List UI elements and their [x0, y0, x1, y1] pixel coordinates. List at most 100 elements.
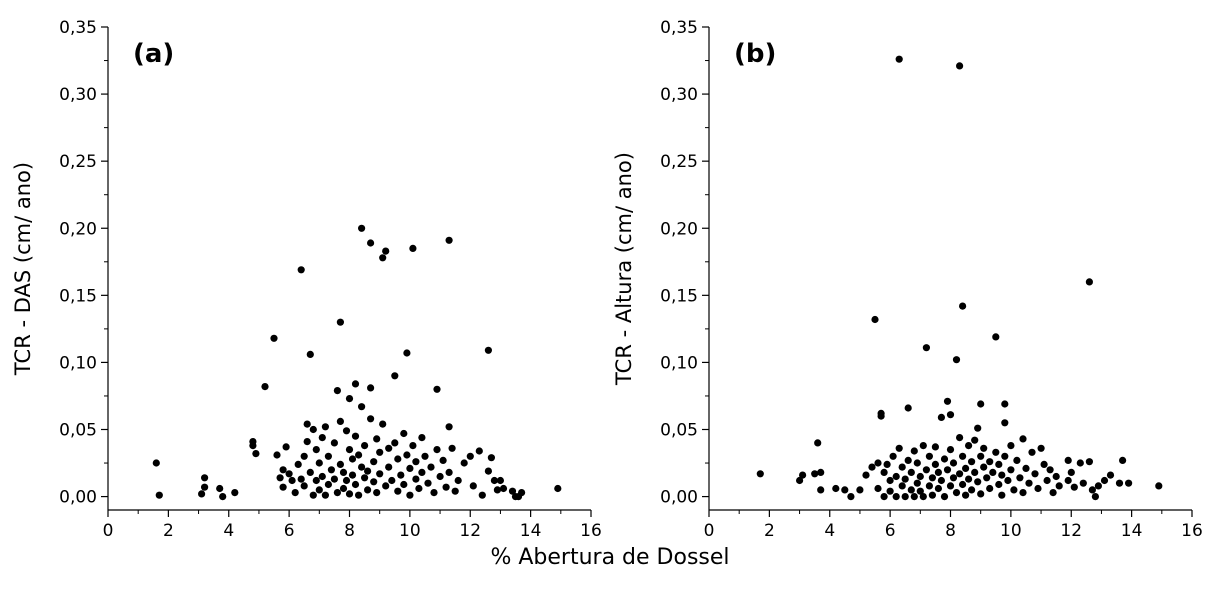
data-point	[351, 380, 360, 388]
data-point	[300, 452, 308, 460]
data-point	[327, 466, 335, 474]
data-point	[931, 460, 940, 468]
data-point	[934, 484, 943, 493]
data-point	[415, 484, 423, 493]
data-point	[937, 413, 946, 421]
x-tick-label: 8	[344, 521, 355, 540]
data-point	[445, 423, 453, 431]
data-point	[925, 482, 934, 490]
data-point	[901, 475, 909, 483]
data-point	[439, 456, 447, 464]
data-point	[1076, 459, 1084, 467]
data-point	[925, 452, 934, 460]
data-point	[937, 476, 946, 485]
x-tick-label: 2	[764, 521, 775, 540]
data-point	[312, 446, 320, 454]
data-point	[811, 470, 819, 478]
data-point	[952, 356, 961, 364]
data-point	[886, 487, 894, 495]
data-point	[342, 427, 351, 435]
data-point	[1007, 466, 1015, 474]
data-point	[895, 55, 903, 63]
data-point	[478, 491, 486, 499]
data-point	[442, 483, 450, 491]
data-point	[986, 484, 994, 493]
x-tick-label: 12	[1060, 521, 1082, 540]
data-point	[1085, 278, 1093, 286]
data-point	[279, 466, 287, 474]
y-axis-label: TCR - Altura (cm/ ano)	[612, 152, 636, 386]
data-point	[940, 493, 949, 501]
x-tick-label: 10	[399, 521, 421, 540]
data-point	[992, 448, 1000, 456]
data-point	[493, 486, 501, 494]
data-point	[391, 372, 399, 380]
data-point	[898, 463, 906, 471]
data-point	[880, 468, 888, 476]
data-point	[219, 493, 227, 501]
data-point	[1079, 479, 1087, 487]
data-point	[895, 444, 903, 452]
data-point	[856, 486, 864, 494]
data-point	[1010, 486, 1018, 494]
data-point	[880, 493, 888, 501]
data-point	[892, 493, 900, 501]
data-point	[430, 489, 438, 497]
data-point	[484, 346, 492, 354]
data-point	[309, 491, 317, 499]
data-point	[756, 470, 764, 478]
data-point	[282, 443, 290, 451]
x-tick-label: 10	[1000, 521, 1022, 540]
data-point	[306, 350, 314, 358]
data-point	[883, 460, 891, 468]
data-point	[409, 442, 417, 450]
data-point	[956, 62, 964, 70]
x-tick-label: 14	[520, 521, 542, 540]
data-point	[943, 397, 952, 405]
data-point	[294, 460, 302, 468]
data-point	[339, 468, 348, 476]
data-point	[910, 447, 918, 455]
data-point	[499, 484, 508, 493]
data-point	[959, 452, 967, 460]
data-point	[817, 486, 825, 494]
data-point	[345, 395, 354, 403]
data-point	[300, 482, 308, 490]
data-point	[928, 491, 937, 499]
data-point	[934, 468, 943, 476]
data-point	[1025, 479, 1033, 487]
data-point	[451, 487, 459, 495]
x-tick-label: 6	[284, 521, 295, 540]
data-point	[358, 403, 366, 411]
data-point	[1001, 419, 1009, 427]
data-point	[949, 474, 958, 482]
data-point	[956, 470, 964, 478]
data-point	[986, 458, 994, 466]
data-point	[385, 463, 393, 471]
y-tick-label: 0,30	[660, 85, 698, 105]
data-point	[946, 411, 955, 419]
x-tick-label: 6	[885, 521, 896, 540]
x-tick-label: 4	[824, 521, 835, 540]
data-point	[391, 439, 399, 447]
data-point	[992, 333, 1000, 341]
data-point	[324, 452, 332, 460]
data-point	[469, 482, 477, 490]
data-point	[466, 452, 474, 460]
data-point	[361, 442, 369, 450]
data-point	[977, 400, 985, 408]
data-point	[400, 429, 408, 438]
data-point	[922, 344, 931, 352]
y-tick-label: 0,20	[660, 219, 698, 239]
data-point	[968, 486, 976, 494]
data-point	[351, 432, 360, 440]
data-point	[971, 436, 979, 444]
y-axis-label: TCR - DAS (cm/ ano)	[11, 162, 35, 376]
data-point	[931, 443, 940, 451]
data-point	[433, 446, 441, 454]
data-point	[385, 444, 393, 452]
data-point	[339, 484, 348, 493]
data-point	[1040, 460, 1048, 468]
data-point	[379, 420, 387, 428]
data-point	[475, 447, 483, 455]
